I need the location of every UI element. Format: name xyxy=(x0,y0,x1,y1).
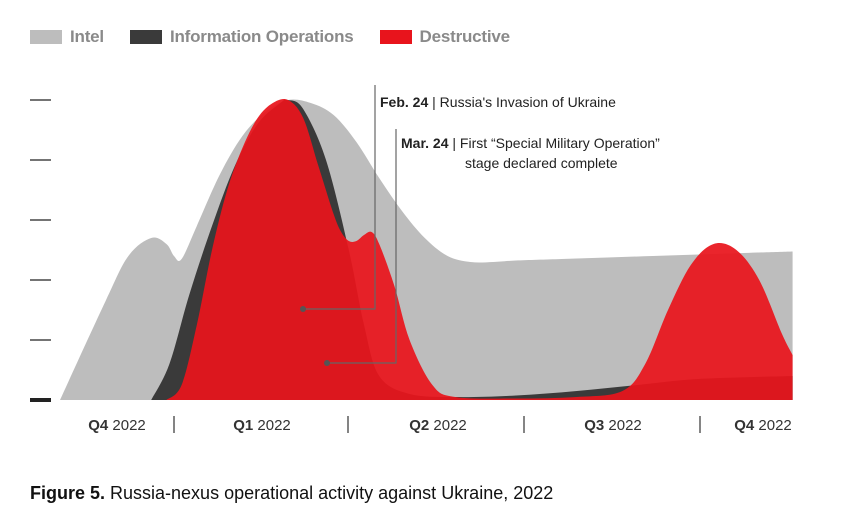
x-tick-quarter: Q3 xyxy=(584,417,604,434)
x-tick-year: 2022 xyxy=(253,417,291,434)
annotation-feb24-date: Feb. 24 xyxy=(380,94,428,110)
annotation-layer: Feb. 24 | Russia's Invasion of Ukraine M… xyxy=(300,85,660,366)
series-layer xyxy=(60,98,793,401)
x-tick-label: Q4 2022 xyxy=(734,417,792,434)
legend-item-intel: Intel xyxy=(30,27,104,47)
x-tick-year: 2022 xyxy=(429,417,467,434)
x-tick-quarter: Q4 xyxy=(88,417,109,434)
x-tick-label: Q3 2022 xyxy=(584,417,642,434)
legend-item-information-operations: Information Operations xyxy=(129,27,354,47)
x-tick-label: Q4 2022 xyxy=(88,417,146,434)
legend-swatch-intel xyxy=(30,30,62,44)
x-tick-label: Q1 2022 xyxy=(233,417,291,434)
legend-swatch-destructive xyxy=(379,30,412,44)
series-area-destructive xyxy=(166,98,793,400)
legend-label-information-operations: Information Operations xyxy=(169,27,354,46)
annotation-feb24: Feb. 24 | Russia's Invasion of Ukraine xyxy=(380,94,616,110)
figure-caption: Figure 5. Russia-nexus operational activ… xyxy=(30,483,553,504)
annotation-mar24: Mar. 24 | First “Special Military Operat… xyxy=(401,135,660,151)
x-tick-label: Q2 2022 xyxy=(409,417,467,434)
legend-item-destructive: Destructive xyxy=(379,27,511,47)
chart-area: Feb. 24 | Russia's Invasion of Ukraine M… xyxy=(30,85,793,434)
x-tick-quarter: Q1 xyxy=(233,417,253,434)
y-axis-ticks xyxy=(30,99,51,402)
x-tick-year: 2022 xyxy=(604,417,642,434)
caption-figure-number: Figure 5. xyxy=(30,483,106,503)
annotation-feb24-text: | Russia's Invasion of Ukraine xyxy=(428,94,616,110)
annotation-leader-feb24 xyxy=(303,85,376,310)
x-tick-year: 2022 xyxy=(754,417,792,434)
legend-label-destructive: Destructive xyxy=(419,27,511,46)
annotation-mar24-line2: stage declared complete xyxy=(465,155,618,171)
legend: Intel Information Operations Destructive xyxy=(30,27,536,47)
x-axis: Q4 2022 Q1 2022 Q2 2022 Q3 2022 Q4 2022 xyxy=(88,416,792,434)
annotation-mar24-text: | First “Special Military Operation” xyxy=(448,135,660,151)
annotation-marker-feb24 xyxy=(300,306,306,312)
legend-swatch-information-operations xyxy=(129,30,162,44)
x-tick-quarter: Q2 xyxy=(409,417,429,434)
caption-text: Russia-nexus operational activity agains… xyxy=(105,483,554,503)
annotation-leader-mar24 xyxy=(327,129,397,364)
annotation-marker-mar24 xyxy=(324,360,330,366)
annotation-mar24-date: Mar. 24 xyxy=(401,135,449,151)
x-tick-year: 2022 xyxy=(108,417,146,434)
legend-label-intel: Intel xyxy=(70,27,104,46)
x-tick-quarter: Q4 xyxy=(734,417,755,434)
